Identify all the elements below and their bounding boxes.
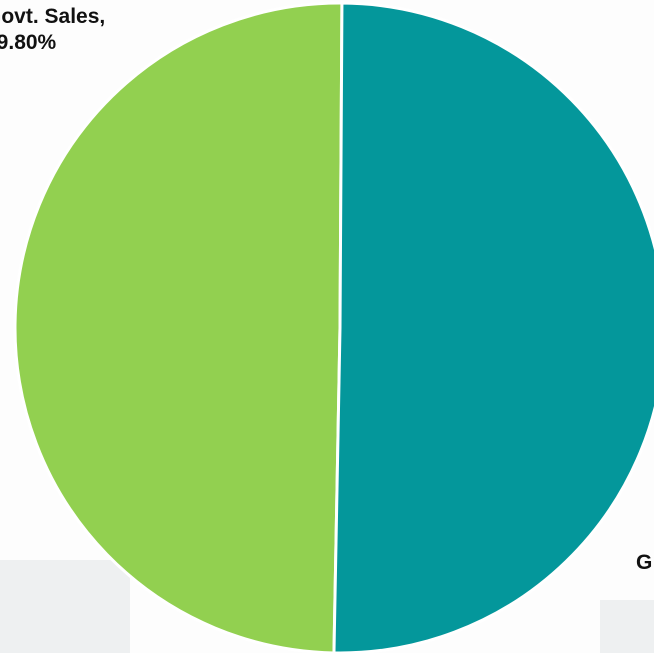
slice-label-name: Govt. Sales, (0, 5, 106, 28)
pie-slice-1 (332, 1, 654, 653)
background-texture (600, 600, 654, 653)
slice-label-govt-sales: Govt. Sales, 49.80% (0, 4, 105, 56)
slice-label-value: 49.80% (0, 31, 57, 54)
slice-label-govt-sales-2: G (636, 550, 652, 576)
pie-slices (13, 1, 654, 653)
background-texture (0, 560, 130, 653)
pie-slice-0 (13, 1, 344, 653)
slice-label-name: G (636, 551, 653, 574)
